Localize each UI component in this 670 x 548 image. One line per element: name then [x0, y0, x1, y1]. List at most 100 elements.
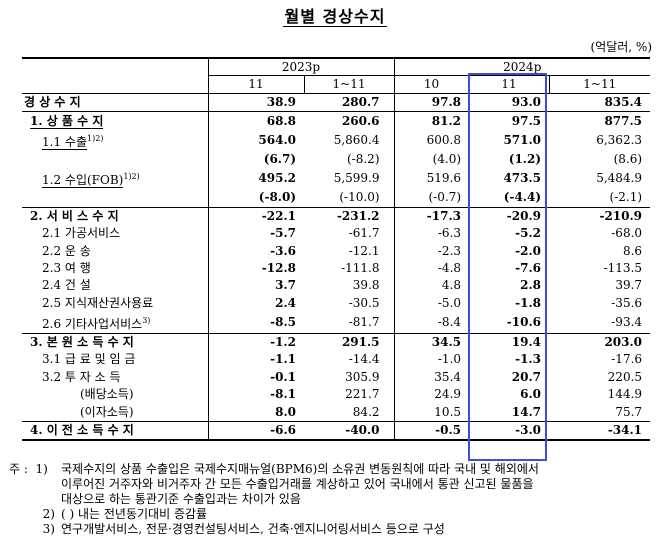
col-header: 10	[393, 75, 470, 94]
table-row: 2. 서 비 스 수 지 -22.1 -231.2 -17.3 -20.9 -210.9	[22, 206, 651, 225]
table-cell: -1.3	[515, 352, 542, 367]
row-label-text: 1. 상 품 수 지	[30, 113, 104, 129]
footnotes: 주 : 1) 국제수지의 상품 수출입은 국제수지매뉴얼(BPM6)의 소유권 …	[9, 462, 664, 537]
table-cell: -17.6	[611, 352, 643, 367]
table-cell: 2.8	[520, 278, 542, 293]
row-label: 3.1 급 료 및 임 금	[22, 351, 208, 368]
table-row: (배당소득) -8.1 221.7 24.9 6.0 144.9	[22, 386, 650, 404]
notes-prefix: 주 :	[9, 462, 28, 476]
table-cell: -6.3	[393, 224, 470, 243]
table-cell: 4.8	[393, 277, 470, 295]
table-cell: (-4.4)	[503, 190, 542, 205]
table-cell: -35.6	[611, 295, 643, 310]
table-cell: -1.1	[207, 351, 304, 369]
row-label-text: 1.2 수입(FOB)	[42, 173, 124, 189]
table-cell: -8.4	[393, 311, 470, 334]
table-cell: -3.0	[469, 420, 550, 442]
table-cell: 144.9	[607, 387, 643, 402]
row-label-text: 2.6 기타사업서비스	[42, 316, 143, 331]
table-cell: -7.6	[515, 260, 542, 275]
row-label: 3.2 투 자 소 득	[22, 369, 208, 386]
row-label: (이자소득)	[22, 403, 208, 421]
table-cell: 35.4	[393, 368, 470, 387]
table-cell: 6.0	[520, 387, 542, 402]
table-cell: 5,484.9	[596, 171, 643, 186]
table-cell: 39.7	[615, 278, 643, 293]
row-label: 2.2 운 송	[22, 242, 208, 259]
table-cell: (4.0)	[393, 150, 470, 169]
table-cell: (-8.0)	[207, 189, 304, 208]
table-cell: -5.7	[207, 224, 304, 243]
row-label: 1.1 수출1)2)	[22, 130, 208, 151]
table-cell: -20.9	[469, 206, 550, 225]
row-label: 1. 상 품 수 지	[22, 111, 208, 130]
table-cell: 81.2	[393, 111, 470, 130]
table-cell: 14.7	[511, 404, 542, 419]
table-cell: 260.6	[304, 111, 395, 130]
table-cell: 39.8	[352, 278, 380, 293]
row-label	[22, 189, 208, 207]
row-label: 1.2 수입(FOB)1)2)	[22, 168, 208, 189]
table-row: 2.2 운 송 -3.6 -12.1 -2.3 -2.0 8.6	[22, 242, 650, 260]
footnote-ref: 3)	[142, 315, 151, 325]
table-row: 경 상 수 지 38.9 280.7 97.8 93.0 835.4	[22, 92, 651, 112]
table-row: (이자소득) 8.0 84.2 10.5 14.7 75.7	[22, 403, 650, 422]
table-cell: 203.0	[549, 332, 651, 352]
table-cell: -6.6	[207, 420, 304, 442]
table-cell: -12.1	[348, 243, 380, 258]
table-cell: 600.8	[393, 129, 470, 151]
table-cell: 38.9	[207, 92, 304, 112]
table-cell: 10.5	[393, 403, 470, 422]
table-cell: 564.0	[207, 129, 304, 151]
table-row: 2.3 여 행 -12.8 -111.8 -4.8 -7.6 -113.5	[22, 259, 650, 278]
table-cell: (6.7)	[207, 150, 304, 169]
note-2: ( ) 내는 전년동기대비 증감률	[61, 507, 208, 521]
table-cell: 34.5	[393, 332, 470, 352]
table-cell: 2.4	[207, 294, 304, 312]
row-label-text: 2.4 건 설	[42, 278, 91, 293]
row-label-text: 2.2 운 송	[42, 243, 91, 258]
page-title: 월별 경상수지	[282, 7, 388, 27]
row-label: 4. 이 전 소 득 수 지	[22, 420, 208, 442]
table-cell: 877.5	[549, 111, 651, 130]
col-header: 11	[207, 75, 304, 94]
row-label-text: 2. 서 비 스 수 지	[30, 208, 119, 223]
col-header: 11	[468, 75, 550, 94]
table-cell: 5,860.4	[333, 132, 380, 147]
table-cell: (8.6)	[613, 151, 643, 166]
row-label-text: (배당소득)	[80, 387, 134, 402]
table-cell: -8.5	[207, 311, 304, 334]
footnote-ref: 1)2)	[86, 133, 104, 143]
table-cell: -10.6	[506, 314, 542, 329]
table-cell: 97.8	[393, 92, 470, 112]
table-cell: 19.4	[469, 332, 550, 352]
table-cell: -81.7	[348, 314, 380, 329]
col-header: 1~11	[548, 75, 651, 94]
table-cell: -2.0	[515, 243, 542, 258]
row-label-text: 3. 본 원 소 득 수 지	[30, 335, 134, 350]
note-1-line3: 대상으로 하는 통관기준 수출입과는 차이가 있음	[61, 492, 301, 506]
table-cell: 97.5	[469, 111, 550, 130]
table-cell: -210.9	[549, 206, 651, 225]
table-cell: -40.0	[304, 420, 395, 442]
table-cell: -17.3	[393, 206, 470, 225]
row-label-text: 3.2 투 자 소 득	[42, 369, 121, 384]
table-cell: 84.2	[352, 404, 380, 419]
table-cell: -68.0	[611, 226, 643, 241]
table-cell: 68.8	[207, 111, 304, 130]
table-cell: (1.2)	[508, 151, 542, 166]
table-cell: (-10.0)	[339, 190, 380, 205]
row-label-text: (이자소득)	[80, 404, 134, 419]
note-1-line2: 이루어진 거주자와 비거주자 간 모든 수출입거래를 계상하고 있어 국내에서 …	[61, 477, 534, 491]
unit-label: (억달러, %)	[590, 40, 652, 54]
table-row: (6.7) (-8.2) (4.0) (1.2) (8.6)	[22, 150, 650, 169]
table-cell: 8.0	[207, 403, 304, 422]
table-cell: 93.0	[469, 92, 550, 112]
table-cell: 20.7	[511, 369, 542, 384]
table-cell: 221.7	[345, 387, 380, 402]
row-label-text: 2.5 지식재산권사용료	[42, 295, 154, 310]
table-cell: -34.1	[549, 420, 651, 442]
table-cell: -30.5	[348, 295, 380, 310]
table-cell: -4.8	[393, 259, 470, 278]
footnote-ref: 1)2)	[123, 172, 140, 182]
